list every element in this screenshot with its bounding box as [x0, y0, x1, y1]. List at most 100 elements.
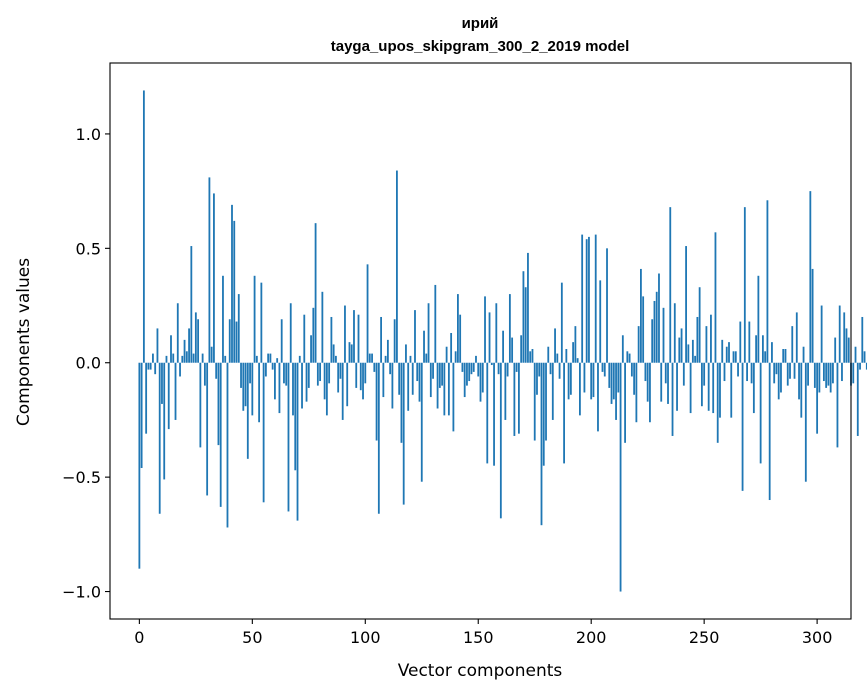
bar — [664, 362, 667, 384]
bar — [832, 362, 834, 384]
bar — [289, 303, 292, 363]
bar — [156, 328, 159, 363]
bar — [260, 282, 263, 363]
bar — [621, 335, 624, 363]
bar — [676, 362, 678, 411]
bar — [497, 362, 500, 375]
bar — [258, 362, 261, 423]
bar — [346, 362, 349, 407]
bar — [827, 362, 830, 386]
bar — [536, 362, 538, 395]
bar — [427, 303, 430, 363]
bar — [400, 362, 403, 443]
bar — [822, 362, 825, 382]
bar — [307, 362, 310, 388]
bar — [495, 303, 498, 363]
bar — [777, 362, 780, 400]
bar — [802, 346, 805, 363]
bar — [533, 362, 536, 441]
bar — [513, 362, 516, 436]
bar — [274, 362, 276, 400]
bar — [316, 362, 319, 386]
bar — [386, 339, 389, 363]
bar — [730, 362, 733, 418]
bar — [267, 353, 270, 363]
bar — [775, 362, 778, 375]
bar — [398, 362, 401, 395]
bar — [748, 321, 751, 363]
bar — [183, 339, 186, 363]
bar — [188, 328, 190, 363]
bar — [466, 362, 468, 386]
bar — [357, 314, 360, 363]
x-tick-label: 150 — [463, 628, 494, 647]
bar — [843, 312, 846, 363]
bar — [393, 319, 396, 363]
bar — [560, 282, 563, 363]
bar — [567, 362, 570, 400]
bar — [264, 362, 267, 377]
bar — [319, 362, 322, 382]
bar — [793, 362, 796, 379]
x-axis-label: Vector components — [398, 661, 563, 681]
bar — [280, 319, 283, 363]
bar — [768, 362, 771, 501]
bar — [454, 351, 457, 363]
y-tick-label: −1.0 — [62, 583, 101, 602]
bar — [416, 362, 419, 382]
bar — [493, 362, 495, 466]
bar — [350, 344, 353, 363]
bar — [287, 362, 290, 512]
bar — [538, 362, 541, 377]
bar — [502, 330, 504, 363]
bar — [377, 362, 380, 514]
bar — [305, 362, 308, 402]
bar — [371, 353, 373, 363]
x-tick-label: 300 — [802, 628, 833, 647]
bar — [441, 362, 443, 386]
bar — [689, 362, 692, 414]
bar — [834, 337, 837, 363]
bar — [283, 362, 285, 384]
bar — [705, 326, 708, 363]
bar — [696, 316, 699, 363]
bar — [443, 362, 446, 416]
bar — [192, 353, 195, 363]
bar — [391, 362, 394, 409]
bar — [158, 362, 161, 514]
bar — [138, 362, 141, 569]
bar — [633, 362, 636, 395]
bar — [818, 362, 821, 393]
bar — [795, 312, 798, 363]
plot-frame — [109, 62, 852, 620]
bar — [624, 362, 626, 443]
bars-group — [138, 90, 867, 592]
bar — [716, 362, 719, 443]
bar — [332, 344, 335, 363]
bar — [470, 362, 473, 375]
bar — [506, 362, 509, 377]
bar — [590, 362, 593, 400]
bar — [540, 362, 543, 526]
bar — [630, 362, 633, 377]
bar — [228, 319, 231, 363]
bar — [687, 344, 690, 363]
bar — [761, 335, 764, 363]
bar — [712, 362, 715, 414]
bar — [445, 346, 448, 363]
bar — [301, 362, 303, 409]
bar — [547, 346, 550, 363]
bar — [366, 264, 369, 363]
bar — [179, 362, 181, 377]
bar — [201, 353, 204, 363]
bar — [325, 362, 328, 416]
bar — [481, 362, 484, 393]
bar — [646, 362, 649, 402]
bar — [563, 362, 565, 464]
y-axis-label: Components values — [14, 258, 34, 426]
bar — [515, 362, 518, 372]
bar — [811, 268, 814, 363]
bar — [655, 291, 658, 363]
bar — [723, 362, 726, 382]
bar — [222, 275, 224, 363]
